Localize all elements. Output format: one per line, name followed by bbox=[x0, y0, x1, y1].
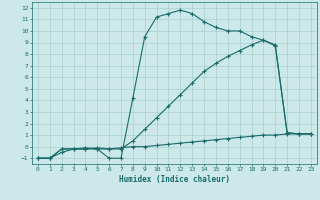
X-axis label: Humidex (Indice chaleur): Humidex (Indice chaleur) bbox=[119, 175, 230, 184]
